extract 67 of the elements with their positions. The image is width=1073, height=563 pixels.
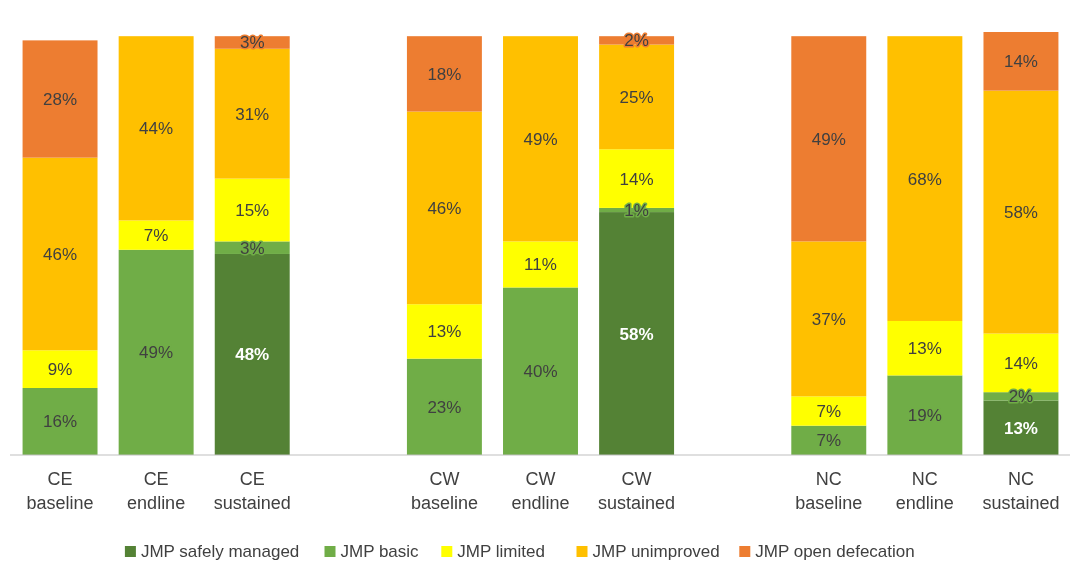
x-tick-label: NC sustained xyxy=(982,469,1060,513)
data-label: 2% xyxy=(1008,387,1034,407)
x-tick-label: CE baseline xyxy=(26,469,94,513)
x-tick-label: CW sustained xyxy=(598,469,676,513)
legend-label: JMP basic xyxy=(340,542,420,561)
x-tick-label: NC baseline xyxy=(795,469,863,513)
bar xyxy=(983,90,1059,334)
x-tick-label: CE sustained xyxy=(213,469,291,513)
legend-label: JMP safely managed xyxy=(140,542,300,561)
data-label: 13% xyxy=(907,339,942,359)
data-label: 46% xyxy=(43,244,78,264)
bar xyxy=(214,48,290,179)
data-label: 15% xyxy=(235,201,270,220)
data-label: 31% xyxy=(235,104,270,124)
x-tick-label: CW baseline xyxy=(410,469,478,513)
bar xyxy=(118,249,194,455)
bar xyxy=(791,36,867,242)
bar xyxy=(406,111,482,305)
data-label: 40% xyxy=(523,362,558,382)
data-label: 9% xyxy=(47,360,73,380)
data-label: 58% xyxy=(619,324,654,344)
legend-label: JMP unimproved xyxy=(592,542,720,561)
bar xyxy=(599,44,675,150)
x-tick-label: CW endline xyxy=(511,469,570,513)
data-label: 18% xyxy=(427,64,462,84)
bar xyxy=(791,241,867,397)
bar xyxy=(503,287,578,455)
data-label: 23% xyxy=(427,397,462,417)
bar xyxy=(22,40,98,158)
data-label: 48% xyxy=(235,345,270,365)
bar xyxy=(887,36,963,321)
data-label: 19% xyxy=(907,406,942,426)
data-label: 3% xyxy=(239,238,265,258)
bar xyxy=(983,32,1059,91)
data-label: 49% xyxy=(139,343,174,363)
legend-label: JMP limited xyxy=(457,542,545,561)
bar xyxy=(214,253,290,455)
legend-label: JMP open defecation xyxy=(755,542,915,561)
bar xyxy=(503,36,578,242)
data-label: 7% xyxy=(816,402,842,422)
data-label: 2% xyxy=(624,31,649,51)
data-label: 14% xyxy=(1003,52,1038,72)
data-label: 13% xyxy=(1003,418,1038,438)
bar xyxy=(22,157,98,351)
data-label: 3% xyxy=(239,33,265,53)
data-label: 46% xyxy=(427,198,462,218)
data-label: 14% xyxy=(619,169,654,189)
data-label: 37% xyxy=(811,309,846,329)
bar xyxy=(406,36,482,112)
bar xyxy=(406,358,482,455)
data-label: 11% xyxy=(524,255,557,275)
data-label: 68% xyxy=(907,169,942,189)
data-label: 13% xyxy=(427,322,462,342)
data-label: 25% xyxy=(619,87,654,107)
data-label: 44% xyxy=(139,119,174,139)
bar xyxy=(887,375,963,455)
data-label: 14% xyxy=(1003,353,1038,373)
x-tick-label: CE endline xyxy=(127,469,186,513)
data-label: 7% xyxy=(143,226,169,246)
data-label: 49% xyxy=(811,129,846,149)
data-label: 58% xyxy=(1003,203,1038,223)
bar xyxy=(118,36,194,221)
data-label: 16% xyxy=(43,412,78,432)
data-label: 28% xyxy=(43,90,78,110)
data-label: 49% xyxy=(523,129,558,149)
x-tick-label: NC endline xyxy=(895,469,954,513)
data-label: 7% xyxy=(816,431,842,451)
